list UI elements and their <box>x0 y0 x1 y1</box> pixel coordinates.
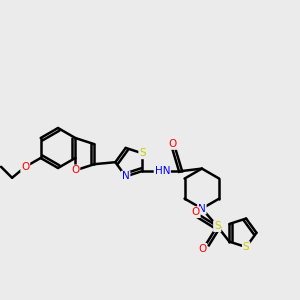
Text: N: N <box>122 171 130 182</box>
Text: S: S <box>243 242 249 252</box>
Text: HN: HN <box>154 166 170 176</box>
Text: S: S <box>139 148 146 158</box>
Text: O: O <box>21 162 29 172</box>
Text: O: O <box>168 139 177 149</box>
Text: O: O <box>71 165 80 176</box>
Text: O: O <box>198 244 206 254</box>
Text: S: S <box>214 221 220 231</box>
Text: O: O <box>192 207 200 217</box>
Text: N: N <box>198 204 206 214</box>
